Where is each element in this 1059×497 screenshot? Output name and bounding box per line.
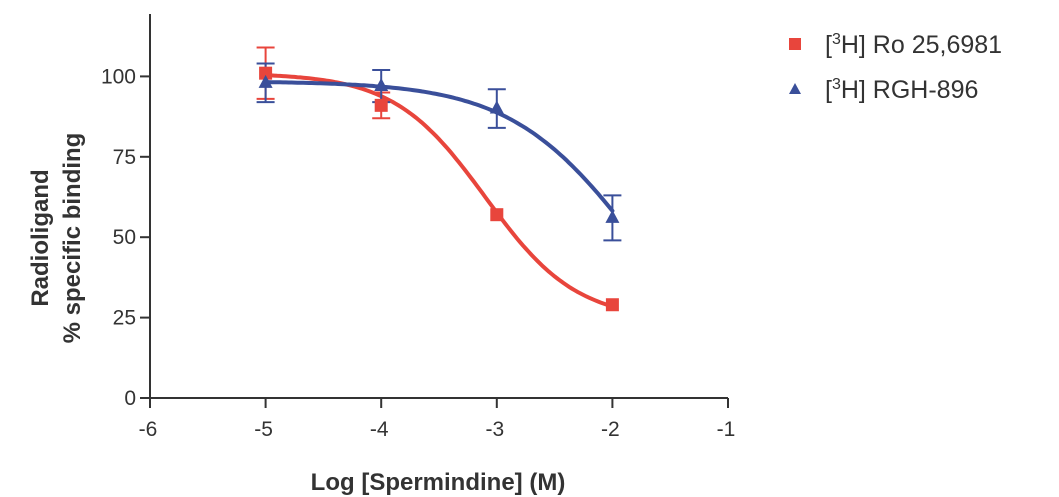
- y-axis-title: Radioligand % specific binding: [27, 133, 86, 344]
- data-point-triangle: [374, 78, 389, 92]
- data-markers: [258, 66, 620, 312]
- data-point-triangle: [605, 209, 620, 223]
- y-tick-label: 25: [113, 307, 136, 330]
- y-axis-title-line1: Radioligand: [27, 169, 54, 306]
- fit-curves: [263, 73, 615, 309]
- y-tick-label: 100: [101, 65, 136, 88]
- data-point-triangle: [258, 74, 273, 88]
- x-tick-label: -6: [139, 418, 158, 441]
- y-tick-label: 0: [124, 387, 136, 410]
- data-point-triangle: [489, 100, 504, 114]
- x-tick-label: -2: [601, 418, 620, 441]
- legend-label-rgh: [3H] RGH-896: [825, 76, 978, 104]
- y-axis-title-line2: % specific binding: [59, 133, 86, 344]
- axes: [149, 14, 728, 399]
- legend-triangle-marker: [789, 83, 801, 94]
- legend: [3H] Ro 25,6981 [3H] RGH-896: [789, 31, 1002, 104]
- legend-square-marker: [789, 38, 801, 50]
- legend-item-ro: [3H] Ro 25,6981: [789, 31, 1002, 59]
- error-bars: [256, 46, 622, 242]
- fit-curve-1: [263, 80, 615, 213]
- y-tick-label: 50: [113, 226, 136, 249]
- x-tick-label: -3: [485, 418, 504, 441]
- legend-item-rgh: [3H] RGH-896: [789, 76, 978, 104]
- x-tick-label: -4: [370, 418, 389, 441]
- data-point-square: [259, 66, 273, 80]
- x-ticks: -6 -5 -4 -3 -2 -1: [139, 398, 736, 441]
- y-ticks: 0 25 50 75 100: [101, 65, 150, 410]
- x-tick-label: -5: [254, 418, 273, 441]
- x-axis-title: Log [Spermindine] (M): [311, 469, 566, 496]
- data-point-square: [605, 298, 619, 312]
- data-point-square: [490, 208, 504, 222]
- x-tick-label: -1: [717, 418, 736, 441]
- legend-label-ro: [3H] Ro 25,6981: [825, 31, 1002, 59]
- data-point-square: [374, 98, 388, 112]
- y-tick-label: 75: [113, 146, 136, 169]
- fit-curve-0: [263, 73, 615, 309]
